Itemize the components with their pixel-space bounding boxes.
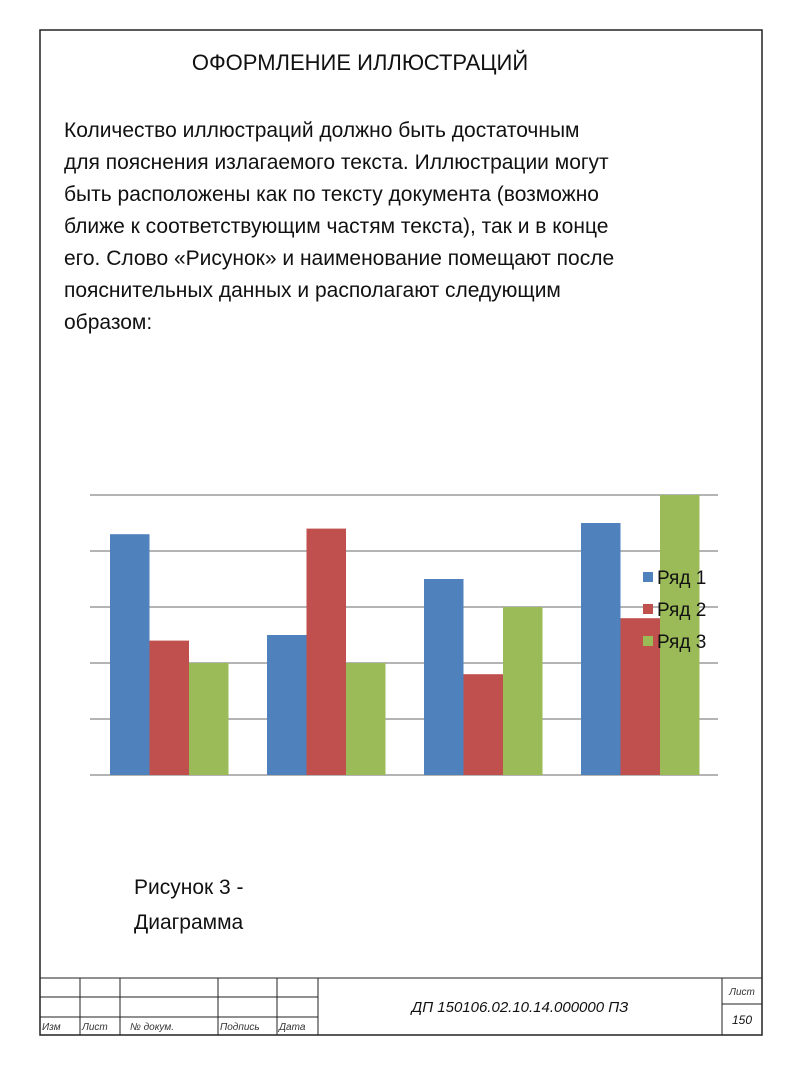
body-line: пояснительных данных и располагают следу… (64, 279, 561, 302)
stamp-label: Подпись (220, 1022, 260, 1033)
sheet-label: Лист (728, 987, 755, 998)
chart: Ряд 1 Ряд 2 Ряд 3 (90, 494, 718, 776)
body-line: образом: (64, 311, 152, 334)
page-frame (39, 29, 763, 1036)
stamp-label: Лист (81, 1022, 108, 1033)
title: ОФОРМЛЕНИЕ ИЛЛЮСТРАЦИЙ (192, 50, 528, 75)
bar (189, 663, 229, 775)
bar (267, 635, 307, 775)
caption-line: Диаграмма (134, 911, 244, 934)
bar (660, 495, 700, 775)
legend-label: Ряд 1 (657, 568, 706, 589)
body-text: Количество иллюстраций должно быть доста… (64, 119, 614, 334)
bar (110, 534, 150, 775)
bar (306, 528, 346, 775)
bar (424, 579, 464, 775)
legend-label: Ряд 2 (657, 600, 706, 621)
stamp-label: № докум. (130, 1022, 174, 1033)
bar (149, 640, 189, 775)
body-line: его. Слово «Рисунок» и наименование поме… (64, 247, 614, 270)
caption-line: Рисунок 3 - (134, 876, 244, 899)
bar (463, 674, 503, 775)
sheet-number: 150 (732, 1013, 752, 1027)
bar (346, 663, 386, 775)
body-line: для пояснения излагаемого текста. Иллюст… (64, 151, 609, 174)
legend-swatch (643, 604, 653, 614)
bar (620, 618, 660, 775)
stamp-label: Изм (42, 1022, 61, 1033)
designation: ДП 150106.02.10.14.000000 ПЗ (410, 999, 629, 1016)
stamp-label: Дата (278, 1022, 306, 1033)
title-block: Изм Лист № докум. Подпись Дата ДП 150106… (40, 977, 762, 1035)
legend-label: Ряд 3 (657, 632, 706, 653)
body-line: Количество иллюстраций должно быть доста… (64, 119, 580, 142)
bar (503, 607, 543, 775)
bar (581, 523, 621, 775)
body-line: быть расположены как по тексту документа… (64, 183, 599, 206)
body-line: ближе к соответствующим частям текста), … (64, 215, 608, 238)
legend-swatch (643, 572, 653, 582)
legend-swatch (643, 636, 653, 646)
